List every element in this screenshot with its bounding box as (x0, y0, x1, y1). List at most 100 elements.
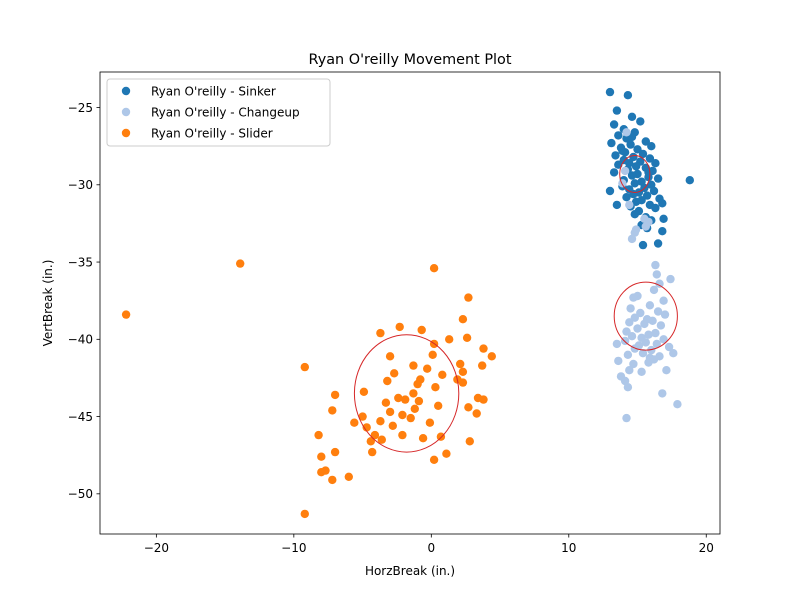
data-point (605, 186, 615, 196)
data-point (629, 152, 638, 162)
data-point (398, 410, 407, 420)
data-point (622, 327, 631, 336)
data-point (644, 217, 653, 227)
data-point (376, 417, 385, 426)
data-point (627, 132, 637, 142)
data-point (423, 364, 432, 373)
data-point (462, 333, 472, 342)
data-point (640, 319, 649, 329)
data-point (321, 466, 330, 475)
chart-title: Ryan O'reilly Movement Plot (309, 52, 512, 68)
data-point (658, 227, 667, 236)
data-point (344, 472, 353, 481)
data-point (651, 328, 660, 338)
data-point (609, 168, 619, 177)
data-point (659, 214, 668, 223)
data-point (618, 179, 627, 188)
data-point (418, 434, 428, 443)
data-point (666, 274, 675, 284)
x-tick-label: 10 (561, 541, 576, 555)
data-point (629, 293, 638, 302)
data-point (359, 387, 369, 396)
data-point (618, 146, 627, 155)
data-point (641, 137, 650, 146)
data-point (328, 475, 337, 485)
data-point (362, 423, 371, 432)
data-point (612, 106, 622, 115)
data-point (612, 200, 622, 210)
data-point (626, 140, 635, 149)
data-point (658, 389, 667, 398)
data-point (464, 293, 473, 302)
data-point (445, 335, 454, 344)
data-point (398, 430, 407, 440)
data-point (401, 395, 410, 404)
data-point (627, 332, 637, 341)
data-point (651, 203, 660, 213)
x-tick-label: −10 (281, 541, 306, 555)
data-point (300, 362, 309, 372)
y-axis-ticks: −50 −45 −40 −35 −30 −25 (68, 101, 100, 501)
data-point (636, 117, 645, 126)
data-point (636, 308, 645, 318)
data-point (631, 197, 641, 206)
data-point (368, 447, 377, 457)
y-tick-label: −45 (68, 410, 93, 424)
legend-box (106, 78, 331, 147)
data-point (614, 356, 623, 366)
data-point (623, 350, 633, 359)
data-point (611, 151, 620, 160)
data-point (431, 383, 440, 392)
data-point (458, 367, 468, 376)
data-point (425, 418, 435, 427)
data-point (330, 390, 340, 400)
data-point (620, 166, 630, 176)
data-point (644, 168, 653, 177)
data-point (651, 260, 660, 270)
data-point (328, 406, 337, 415)
data-point (236, 259, 245, 268)
data-point (479, 344, 488, 353)
data-point (385, 352, 395, 361)
series-ryan-o-reilly-slider (121, 259, 496, 519)
data-point (660, 310, 670, 319)
data-point (638, 349, 648, 358)
data-point (409, 389, 418, 398)
data-point (630, 313, 639, 322)
mean-ellipse-ryan-o-reilly-sinker (619, 155, 651, 193)
data-point (609, 120, 619, 129)
data-point (649, 186, 659, 196)
mean-ellipse-ryan-o-reilly-changeup (613, 281, 678, 351)
data-point (638, 149, 648, 159)
data-point (458, 315, 468, 324)
data-point (465, 437, 474, 446)
data-point (653, 239, 663, 248)
data-point (388, 421, 397, 430)
data-point (641, 338, 650, 347)
data-point (631, 162, 641, 171)
legend: Ryan O'reilly - Sinker Ryan O'reilly - Ch… (106, 78, 331, 147)
data-point (409, 361, 418, 370)
legend-marker (121, 86, 131, 96)
data-point (614, 131, 623, 140)
data-point (637, 367, 646, 376)
data-point (673, 400, 682, 409)
data-point (464, 403, 473, 412)
data-point (395, 322, 404, 332)
series-ryan-o-reilly-changeup (612, 128, 682, 423)
data-point (659, 296, 668, 305)
data-point (429, 264, 439, 273)
data-point (626, 304, 635, 313)
data-point (487, 352, 496, 361)
data-point (685, 176, 694, 185)
data-point (638, 240, 648, 250)
data-point (385, 407, 395, 417)
data-point (472, 409, 481, 418)
data-point (605, 87, 615, 97)
series-ryan-o-reilly-sinker (605, 87, 694, 250)
data-point (625, 366, 634, 375)
data-point (358, 412, 367, 421)
data-point (664, 342, 674, 352)
data-point (406, 413, 415, 423)
data-point (456, 359, 465, 369)
